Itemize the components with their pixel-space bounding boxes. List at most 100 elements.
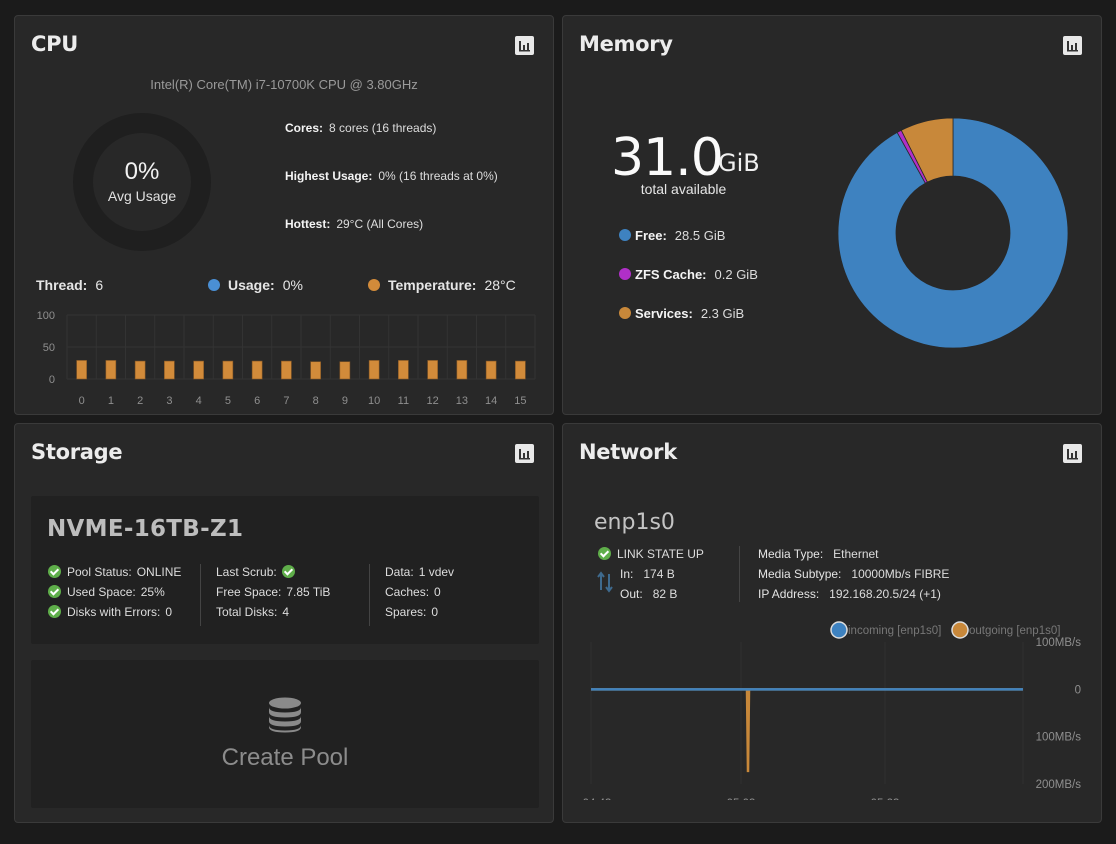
bar-outline [456, 360, 468, 380]
pool-status-column: Pool Status: ONLINE Used Space: 25% Disks … [48, 564, 181, 624]
temperature-bar [164, 361, 175, 379]
spares: Spares: 0 [385, 605, 439, 619]
last-scrub: Last Scrub: [216, 564, 330, 584]
bar-outline [485, 360, 497, 380]
pool-scrub-column: Last Scrub: Free Space: 7.85 TiB Total Di… [216, 564, 330, 624]
check-circle-icon [598, 547, 611, 560]
y-tick-label: 0 [49, 374, 55, 386]
memory-total-label: total available [640, 181, 727, 197]
x-tick-label: 04:43 [583, 798, 612, 800]
temperature-bar [369, 360, 380, 379]
divider [200, 564, 201, 626]
bar-outline [515, 360, 526, 380]
y-tick-label: 200MB/s [1036, 779, 1082, 791]
temperature-bar [105, 360, 116, 379]
free-slice [837, 117, 1069, 349]
zfs-cache-dot [619, 268, 631, 280]
pool-status: Pool Status: ONLINE [48, 564, 181, 584]
caches: Caches: 0 [385, 585, 441, 599]
network-report-button[interactable] [1063, 444, 1082, 463]
legend-label: incoming [enp1s0] [848, 625, 941, 637]
x-tick-label: 0 [79, 395, 85, 407]
x-tick-label: 10 [368, 395, 380, 407]
y-tick-label: 50 [43, 342, 55, 354]
cpu-model: Intel(R) Core(TM) i7-10700K CPU @ 3.80GH… [150, 77, 418, 92]
y-tick-label: 100MB/s [1036, 732, 1082, 744]
cpu-hottest: Hottest: 29°C (All Cores) [285, 217, 424, 231]
bar-outline [398, 360, 409, 380]
memory-report-button[interactable] [1063, 36, 1082, 55]
thread-indicator: Thread: 6 [36, 277, 104, 293]
temperature-bar [398, 360, 409, 379]
memory-total: 31.0 [611, 128, 724, 188]
bar-outline [76, 360, 87, 380]
temperature-bar [281, 361, 292, 379]
x-tick-label: 6 [254, 395, 260, 407]
storage-report-button[interactable] [515, 444, 534, 463]
temperature-bar [222, 361, 233, 379]
x-tick-label: 11 [398, 395, 409, 407]
memory-donut-chart [837, 117, 1069, 349]
bar-chart-icon [1067, 41, 1078, 52]
bar-outline [427, 360, 438, 380]
network-title: Network [579, 440, 677, 464]
used-space: Used Space: 25% [48, 584, 181, 604]
x-tick-label: 9 [342, 395, 348, 407]
x-tick-label: 14 [485, 395, 497, 407]
bar-outline [193, 360, 204, 380]
cpu-title: CPU [31, 32, 78, 56]
memory-legend-services: Services: 2.3 GiB [619, 306, 744, 321]
y-tick-label: 0 [1075, 684, 1081, 696]
x-tick-label: 13 [456, 395, 468, 407]
x-tick-label: 8 [313, 395, 319, 407]
cpu-card: CPU Intel(R) Core(TM) i7-10700K CPU @ 3.… [14, 15, 554, 415]
pool-vdev-column: Data: 1 vdev Caches: 0 Spares: 0 [385, 564, 454, 624]
ip-address: IP Address: 192.168.20.5/24 (+1) [758, 587, 941, 601]
temperature-bar [339, 361, 350, 379]
temperature-bar [427, 360, 438, 379]
bar-outline [105, 360, 117, 380]
network-card: Network enp1s0 LINK STATE UP In: 174 B Ou… [562, 423, 1102, 823]
storage-card: Storage NVME-16TB-Z1 Pool Status: ONLINE … [14, 423, 554, 823]
check-circle-icon [48, 605, 61, 618]
bar-outline [222, 360, 234, 380]
bar-chart-icon [1067, 449, 1078, 460]
bar-chart-icon [519, 449, 530, 460]
legend-marker [830, 621, 848, 639]
services-dot [619, 307, 631, 319]
interface-name: enp1s0 [594, 510, 675, 535]
media-info-column: Media Type: Ethernet Media Subtype: 10000M… [758, 546, 949, 606]
create-pool-button[interactable]: Create Pool [31, 660, 539, 808]
check-circle-icon [48, 565, 61, 578]
avg-usage-value: 0% [124, 158, 160, 185]
bar-chart-icon [519, 41, 530, 52]
x-tick-label: 2 [137, 395, 143, 407]
cpu-avg-usage-gauge [73, 113, 211, 251]
pool-name: NVME-16TB-Z1 [47, 516, 244, 542]
x-tick-label: 12 [427, 395, 439, 407]
memory-unit: GiB [718, 149, 760, 177]
x-tick-label: 05:03 [727, 798, 756, 800]
traffic-out: Out: 82 B [620, 587, 678, 601]
temperature-bar [456, 360, 467, 379]
temperature-bar [193, 361, 204, 379]
y-tick-label: 100MB/s [1036, 637, 1082, 649]
bar-outline [310, 361, 321, 380]
bar-outline [251, 360, 263, 380]
media-type: Media Type: Ethernet [758, 547, 879, 561]
temperature-bar [135, 361, 146, 379]
pool-card[interactable]: NVME-16TB-Z1 Pool Status: ONLINE Used Spa… [31, 496, 539, 644]
bar-outline [164, 360, 175, 380]
free-space: Free Space: 7.85 TiB [216, 585, 331, 599]
create-pool-label: Create Pool [221, 744, 349, 771]
media-subtype: Media Subtype: 10000Mb/s FIBRE [758, 567, 950, 581]
memory-legend-free: Free: 28.5 GiB [619, 228, 725, 243]
temperature-bar [76, 360, 87, 379]
free-dot [619, 229, 631, 241]
storage-title: Storage [31, 440, 123, 464]
bar-outline [134, 360, 146, 380]
temperature-bar [486, 361, 497, 379]
cpu-report-button[interactable] [515, 36, 534, 55]
usage-legend: Usage: 0% [208, 277, 303, 293]
